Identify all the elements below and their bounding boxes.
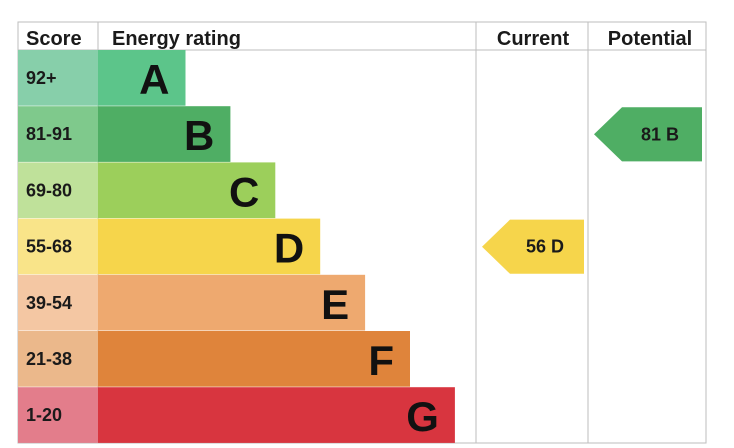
energy-rating-header: Energy rating — [112, 28, 241, 50]
score-cell-f — [18, 331, 98, 387]
score-cell-e — [18, 274, 98, 331]
band-letter-b: B — [184, 112, 214, 159]
score-cell-c — [18, 162, 98, 219]
score-cell-g — [18, 387, 98, 443]
rating-bands: 92+ A 81-91 B 69-80 C 55-68 D 39-54 E 21-38 F 1-20 G — [18, 50, 455, 443]
column-headers: Score Energy rating Current Potential — [26, 28, 692, 50]
current-header: Current — [497, 28, 570, 50]
score-range-e: 39-54 — [26, 293, 72, 313]
score-range-g: 1-20 — [26, 405, 62, 425]
band-letter-c: C — [229, 168, 259, 215]
score-cell-d — [18, 218, 98, 275]
band-letter-g: G — [406, 393, 439, 440]
rating-arrows: 56 D 81 B — [482, 107, 702, 274]
band-bar-a — [98, 50, 186, 106]
band-letter-f: F — [368, 337, 394, 384]
band-letter-a: A — [139, 56, 169, 103]
band-bar-g — [98, 387, 455, 443]
band-bar-d — [98, 218, 321, 275]
score-range-b: 81-91 — [26, 124, 72, 144]
current-rating-label: 56 D — [526, 237, 564, 257]
potential-rating-label: 81 B — [641, 124, 679, 144]
band-letter-d: D — [274, 225, 304, 272]
score-range-f: 21-38 — [26, 349, 72, 369]
score-cell-a — [18, 50, 98, 106]
score-range-c: 69-80 — [26, 180, 72, 200]
band-bar-b — [98, 106, 231, 162]
potential-header: Potential — [608, 28, 692, 50]
score-cell-b — [18, 106, 98, 162]
score-range-a: 92+ — [26, 68, 57, 88]
score-header: Score — [26, 28, 82, 50]
band-bar-c — [98, 162, 276, 219]
band-bar-e — [98, 274, 366, 331]
band-bar-f — [98, 331, 410, 387]
potential-arrow — [594, 107, 702, 162]
score-range-d: 55-68 — [26, 237, 72, 257]
band-letter-e: E — [321, 281, 349, 328]
current-arrow — [482, 219, 584, 274]
